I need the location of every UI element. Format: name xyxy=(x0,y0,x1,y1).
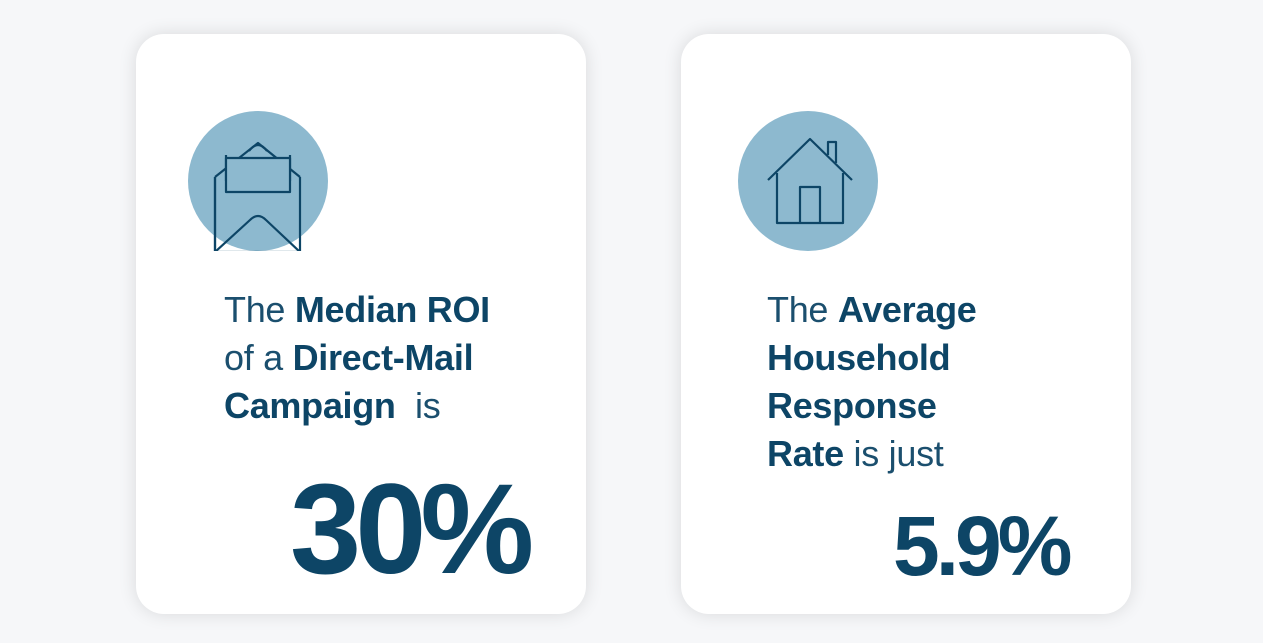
highlight-text: Household xyxy=(767,337,951,378)
description-line: The Median ROI xyxy=(224,286,490,334)
description-line: Rate is just xyxy=(767,430,977,478)
description-line: Campaign is xyxy=(224,382,490,430)
icon-circle xyxy=(738,111,878,251)
description-line: of a Direct-Mail xyxy=(224,334,490,382)
plain-text: of a xyxy=(224,337,293,378)
description-line: The Average xyxy=(767,286,977,334)
highlight-text: Median ROI xyxy=(294,289,490,330)
envelope-open-icon xyxy=(213,141,302,251)
plain-text: is just xyxy=(843,433,944,474)
highlight-text: Average xyxy=(837,289,977,330)
stat-value: 5.9% xyxy=(893,499,1072,593)
stat-description: The Average Household Response Rate is just xyxy=(767,286,977,478)
highlight-text: Rate xyxy=(767,433,844,474)
highlight-text: Direct-Mail xyxy=(292,337,474,378)
highlight-text: Response xyxy=(767,385,937,426)
highlight-text: Campaign xyxy=(224,385,396,426)
stat-card-roi: The Median ROI of a Direct-Mail Campaign i… xyxy=(136,34,586,614)
plain-text: is xyxy=(395,385,441,426)
icon-circle xyxy=(188,111,328,251)
house-icon xyxy=(767,137,853,225)
stat-description: The Median ROI of a Direct-Mail Campaign i… xyxy=(224,286,490,430)
plain-text: The xyxy=(224,289,295,330)
description-line: Response xyxy=(767,382,977,430)
plain-text: The xyxy=(767,289,838,330)
stat-card-response-rate: The Average Household Response Rate is just… xyxy=(681,34,1131,614)
description-line: Household xyxy=(767,334,977,382)
stat-value: 30% xyxy=(290,458,534,601)
